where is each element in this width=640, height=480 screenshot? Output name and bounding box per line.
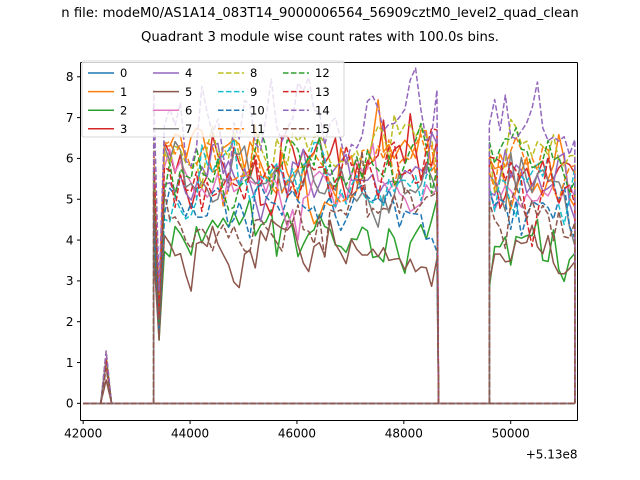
figure-suptitle: n file: modeM0/AS1A14_083T14_9000006564_… (61, 6, 579, 21)
y-axis-ticks: 0 1 2 3 4 5 6 7 8 (66, 70, 81, 411)
legend-item-9[interactable]: 9 (218, 85, 257, 99)
y-tick-label: 6 (66, 152, 74, 166)
legend-label-15: 15 (315, 122, 330, 136)
legend-label-11: 11 (250, 122, 265, 136)
y-tick-label: 7 (66, 111, 74, 125)
series-line-15 (83, 150, 576, 405)
legend-item-6[interactable]: 6 (153, 103, 192, 117)
legend-item-14[interactable]: 14 (283, 103, 330, 117)
legend-item-3[interactable]: 3 (88, 122, 127, 136)
axes-title: Quadrant 3 module wise count rates with … (141, 30, 499, 45)
legend-item-0[interactable]: 0 (88, 66, 127, 80)
series-lines-layer (83, 67, 576, 405)
x-tick-label: 44000 (171, 427, 209, 441)
y-tick-label: 1 (66, 356, 74, 370)
legend-label-6: 6 (185, 103, 192, 117)
legend-item-5[interactable]: 5 (153, 85, 192, 99)
legend-label-13: 13 (315, 85, 330, 99)
legend-label-3: 3 (120, 122, 127, 136)
legend-label-1: 1 (120, 85, 127, 99)
legend-item-15[interactable]: 15 (283, 122, 330, 136)
legend-label-9: 9 (250, 85, 257, 99)
legend-item-13[interactable]: 13 (283, 85, 330, 99)
legend-item-2[interactable]: 2 (88, 103, 127, 117)
legend-label-8: 8 (250, 66, 257, 80)
y-tick-label: 2 (66, 315, 74, 329)
x-tick-label: 48000 (385, 427, 423, 441)
y-tick-label: 5 (66, 193, 74, 207)
y-tick-label: 4 (66, 233, 74, 247)
x-axis-ticks: 42000 44000 46000 48000 50000 +5.13e8 (64, 420, 578, 462)
legend-label-12: 12 (315, 66, 330, 80)
y-tick-label: 3 (66, 274, 74, 288)
x-tick-label: 42000 (64, 427, 102, 441)
y-tick-label: 8 (66, 70, 74, 84)
legend-item-10[interactable]: 10 (218, 103, 265, 117)
x-tick-label: 50000 (492, 427, 530, 441)
legend-label-4: 4 (185, 66, 192, 80)
y-tick-label: 0 (66, 397, 74, 411)
legend-item-12[interactable]: 12 (283, 66, 330, 80)
legend-label-10: 10 (250, 103, 265, 117)
legend-label-7: 7 (185, 122, 192, 136)
legend-item-8[interactable]: 8 (218, 66, 257, 80)
legend-label-2: 2 (120, 103, 127, 117)
x-axis-offset-text: +5.13e8 (526, 448, 578, 462)
legend-item-11[interactable]: 11 (218, 122, 265, 136)
legend-label-14: 14 (315, 103, 330, 117)
legend-item-1[interactable]: 1 (88, 85, 127, 99)
legend-item-7[interactable]: 7 (153, 122, 192, 136)
legend-frame (81, 60, 345, 138)
x-tick-label: 46000 (278, 427, 316, 441)
legend-item-4[interactable]: 4 (153, 66, 192, 80)
legend-label-5: 5 (185, 85, 192, 99)
legend-label-0: 0 (120, 66, 127, 80)
